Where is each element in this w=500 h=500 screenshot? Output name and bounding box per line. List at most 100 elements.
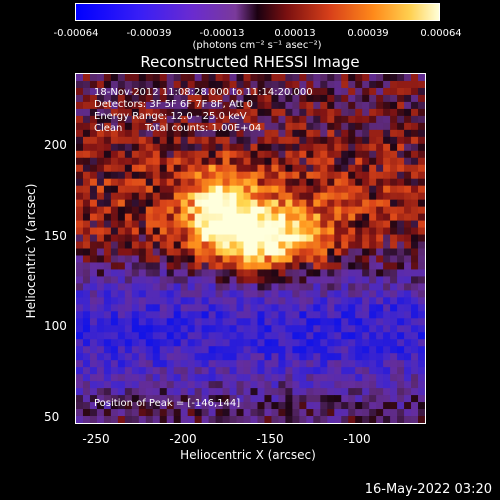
heatmap-cell — [404, 374, 412, 382]
heatmap-cell — [243, 367, 252, 375]
heatmap-cell — [124, 367, 133, 375]
heatmap-cell — [215, 332, 224, 340]
heatmap-cell — [257, 297, 266, 305]
heatmap-cell — [320, 80, 328, 89]
heatmap-cell — [278, 297, 286, 305]
heatmap-cell — [327, 227, 335, 236]
heatmap-cell — [341, 220, 349, 229]
heatmap-cell — [264, 381, 273, 389]
heatmap-cell — [383, 74, 391, 82]
heatmap-cell — [341, 318, 349, 326]
heatmap-cell — [103, 241, 112, 250]
heatmap-cell — [152, 220, 161, 229]
heatmap-cell — [96, 94, 105, 103]
heatmap-cell — [159, 346, 168, 354]
heatmap-cell — [313, 157, 321, 166]
heatmap-cell — [76, 395, 84, 403]
heatmap-cell — [362, 311, 370, 319]
heatmap-cell — [82, 290, 91, 298]
heatmap-cell — [320, 311, 328, 319]
heatmap-cell — [348, 129, 356, 138]
heatmap-cell — [320, 332, 328, 340]
heatmap-cell — [334, 339, 342, 347]
heatmap-cell — [76, 241, 84, 250]
heatmap-cell — [173, 115, 182, 124]
heatmap-cell — [110, 325, 119, 333]
heatmap-cell — [222, 143, 231, 152]
heatmap-cell — [180, 409, 189, 417]
heatmap-cell — [257, 213, 266, 222]
heatmap-cell — [264, 248, 273, 257]
heatmap-cell — [145, 255, 154, 264]
heatmap-cell — [96, 255, 105, 264]
heatmap-cell — [362, 115, 370, 124]
heatmap-cell — [292, 192, 300, 201]
heatmap-cell — [208, 178, 217, 187]
heatmap-cell — [390, 171, 398, 180]
heatmap-cell — [404, 367, 412, 375]
heatmap-cell — [194, 325, 203, 333]
heatmap-cell — [229, 129, 238, 138]
heatmap-cell — [376, 374, 384, 382]
heatmap-cell — [334, 395, 342, 403]
heatmap-cell — [103, 80, 112, 89]
heatmap-cell — [306, 143, 314, 152]
heatmap-cell — [306, 94, 314, 103]
heatmap-cell — [159, 101, 168, 110]
heatmap-cell — [131, 325, 140, 333]
heatmap-cell — [236, 367, 245, 375]
heatmap-cell — [355, 409, 363, 417]
heatmap-cell — [278, 381, 286, 389]
heatmap-cell — [271, 199, 280, 208]
heatmap-cell — [236, 297, 245, 305]
heatmap-cell — [201, 199, 210, 208]
heatmap-cell — [208, 74, 217, 82]
heatmap-cell — [285, 220, 293, 229]
heatmap-cell — [404, 381, 412, 389]
heatmap-cell — [250, 157, 259, 166]
heatmap-cell — [334, 115, 342, 124]
heatmap-cell — [369, 339, 377, 347]
heatmap-cell — [166, 122, 175, 131]
heatmap-cell — [82, 255, 91, 264]
heatmap-cell — [334, 74, 342, 82]
heatmap-cell — [376, 262, 384, 271]
heatmap-cell — [110, 220, 119, 229]
heatmap-cell — [390, 409, 398, 417]
heatmap-cell — [362, 318, 370, 326]
heatmap-cell — [299, 178, 307, 187]
heatmap-cell — [117, 297, 126, 305]
heatmap-cell — [124, 276, 133, 284]
heatmap-cell — [313, 122, 321, 131]
heatmap-cell — [285, 241, 293, 250]
heatmap-cell — [383, 136, 391, 145]
heatmap-cell — [131, 74, 140, 82]
heatmap-cell — [208, 332, 217, 340]
heatmap-cell — [250, 101, 259, 110]
heatmap-cell — [404, 269, 412, 278]
heatmap-cell — [250, 213, 259, 222]
heatmap-cell — [89, 143, 98, 152]
heatmap-cell — [250, 129, 259, 138]
heatmap-cell — [124, 213, 133, 222]
heatmap-cell — [138, 332, 147, 340]
heatmap-cell — [145, 318, 154, 326]
heatmap-cell — [138, 227, 147, 236]
heatmap-cell — [236, 74, 245, 82]
heatmap-cell — [355, 353, 363, 361]
heatmap-cell — [327, 94, 335, 103]
heatmap-cell — [411, 115, 419, 124]
heatmap-cell — [341, 171, 349, 180]
heatmap-cell — [292, 374, 300, 382]
heatmap-cell — [404, 395, 412, 403]
heatmap-cell — [383, 234, 391, 243]
heatmap-cell — [264, 199, 273, 208]
heatmap-cell — [180, 129, 189, 138]
heatmap-cell — [131, 122, 140, 131]
heatmap-cell — [306, 339, 314, 347]
heatmap-cell — [299, 248, 307, 257]
heatmap-cell — [390, 129, 398, 138]
heatmap-cell — [110, 143, 119, 152]
heatmap-cell — [257, 206, 266, 215]
heatmap-cell — [320, 74, 328, 82]
